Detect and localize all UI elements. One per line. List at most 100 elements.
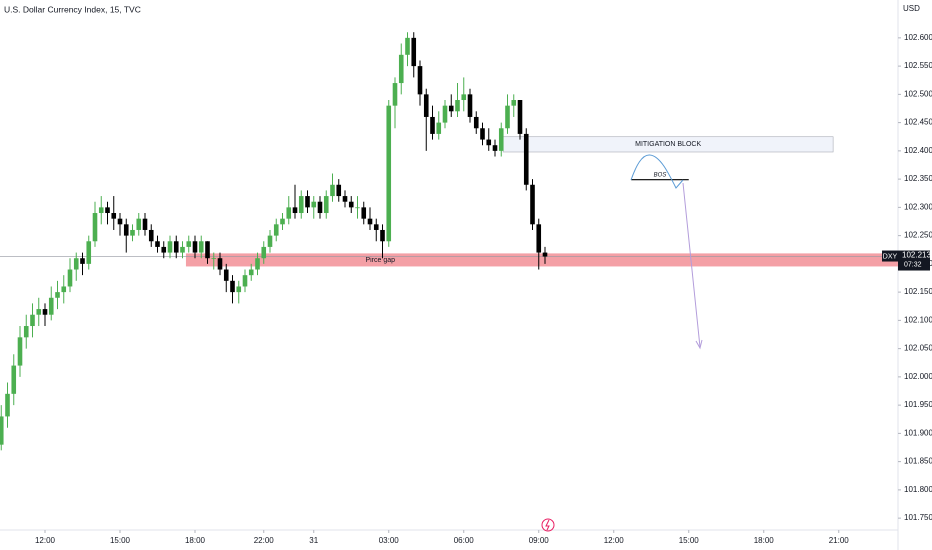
candle-body — [355, 207, 360, 209]
candle-body — [167, 241, 173, 253]
candle-body — [542, 252, 548, 257]
candle-body — [192, 241, 198, 253]
projection-arrow — [682, 182, 701, 348]
symbol-label: DXY — [883, 253, 898, 260]
candle-body — [530, 184, 535, 225]
candle-body — [36, 309, 42, 315]
y-tick-label: 102.300 — [904, 202, 932, 211]
candle-body — [467, 94, 473, 117]
candle-body — [205, 241, 210, 259]
y-tick-label: 101.950 — [904, 400, 932, 409]
y-tick-label: 101.900 — [904, 428, 932, 437]
candle-body — [367, 218, 373, 225]
candle-body — [261, 246, 267, 259]
countdown-label: 07:32 — [904, 261, 922, 268]
candle-body — [11, 365, 17, 394]
x-tick-label: 03:00 — [379, 536, 400, 545]
candle-body — [517, 100, 523, 134]
x-tick-label: 12:00 — [35, 536, 56, 545]
candle-body — [536, 224, 542, 253]
candle-body — [305, 196, 310, 208]
candle-body — [230, 280, 235, 293]
candle-body — [242, 275, 248, 287]
candle-body — [336, 184, 342, 197]
candle-body — [236, 286, 242, 293]
candle-body — [111, 213, 117, 219]
candle-body — [142, 218, 148, 230]
zone-label: Pirce gap — [365, 257, 395, 264]
y-tick-label: 102.550 — [904, 61, 932, 70]
candle-body — [411, 37, 417, 67]
candle-body — [448, 105, 454, 112]
candle-body — [417, 66, 423, 95]
candle-body — [180, 246, 185, 253]
candle-body — [30, 314, 35, 327]
candle-body — [86, 241, 92, 264]
candle-body — [42, 309, 48, 315]
bos-label: BOS — [654, 172, 667, 178]
icon-bolt[interactable] — [545, 519, 550, 531]
price-label: 102.213 — [902, 251, 931, 260]
candle-body — [511, 100, 517, 106]
replay-icon[interactable] — [541, 518, 555, 532]
candle-body — [405, 37, 410, 55]
y-tick-label: 102.100 — [904, 315, 932, 324]
y-tick-label: 102.150 — [904, 287, 932, 296]
y-tick-label: 102.450 — [904, 118, 932, 127]
candle-body — [186, 241, 192, 247]
candle-body — [155, 241, 160, 247]
candle-body — [330, 184, 335, 197]
candle-body — [273, 224, 279, 236]
y-tick-label: 102.000 — [904, 372, 932, 381]
candle-body — [23, 326, 29, 338]
candle-body — [98, 207, 104, 214]
candle-body — [198, 241, 204, 253]
candle-body — [523, 133, 529, 185]
candle-body — [286, 207, 292, 219]
y-tick-label: 101.850 — [904, 457, 932, 466]
candle-body — [217, 258, 223, 270]
symbol-box — [882, 250, 898, 262]
candle-body — [148, 229, 154, 242]
candle-body — [48, 297, 54, 315]
x-tick-label: 12:00 — [604, 536, 625, 545]
candle-body — [61, 286, 67, 293]
y-tick-label: 102.050 — [904, 344, 932, 353]
candle-body — [105, 207, 110, 214]
arrow-head — [695, 339, 703, 350]
candle-body — [398, 54, 404, 84]
x-tick-label: 21:00 — [829, 536, 850, 545]
x-tick-label: 31 — [309, 536, 318, 545]
candle-body — [67, 269, 73, 287]
candle-body — [386, 105, 392, 242]
candle-body — [211, 258, 217, 260]
zone-label: MITIGATION BLOCK — [635, 141, 701, 148]
candle-body — [461, 94, 467, 101]
candle-body — [17, 337, 23, 366]
candle-body — [492, 145, 498, 151]
x-tick-label: 18:00 — [754, 536, 775, 545]
candle-body — [317, 201, 323, 214]
y-tick-label: 102.350 — [904, 174, 932, 183]
candle-body — [423, 94, 429, 117]
price-box — [898, 250, 930, 271]
x-tick-label: 06:00 — [454, 536, 475, 545]
candle-body — [473, 116, 479, 129]
candle-body — [123, 224, 129, 236]
candle-body — [442, 105, 448, 123]
candle-body — [0, 416, 4, 445]
candle-body — [436, 122, 442, 134]
candle-body — [505, 105, 510, 129]
y-tick-label: 101.800 — [904, 485, 932, 494]
candle-body — [80, 258, 85, 264]
candle-body — [73, 258, 79, 270]
candle-body — [361, 207, 367, 219]
icon-ring[interactable] — [541, 518, 555, 532]
candle-body — [255, 258, 260, 270]
candle-body — [342, 196, 348, 202]
y-tick-label: 102.400 — [904, 146, 932, 155]
x-tick-label: 09:00 — [529, 536, 550, 545]
candle-body — [223, 269, 229, 281]
marks: 101.750 101.800 101.850 101.900 101.950 102.0… — [0, 32, 932, 545]
candle-body — [323, 196, 329, 214]
